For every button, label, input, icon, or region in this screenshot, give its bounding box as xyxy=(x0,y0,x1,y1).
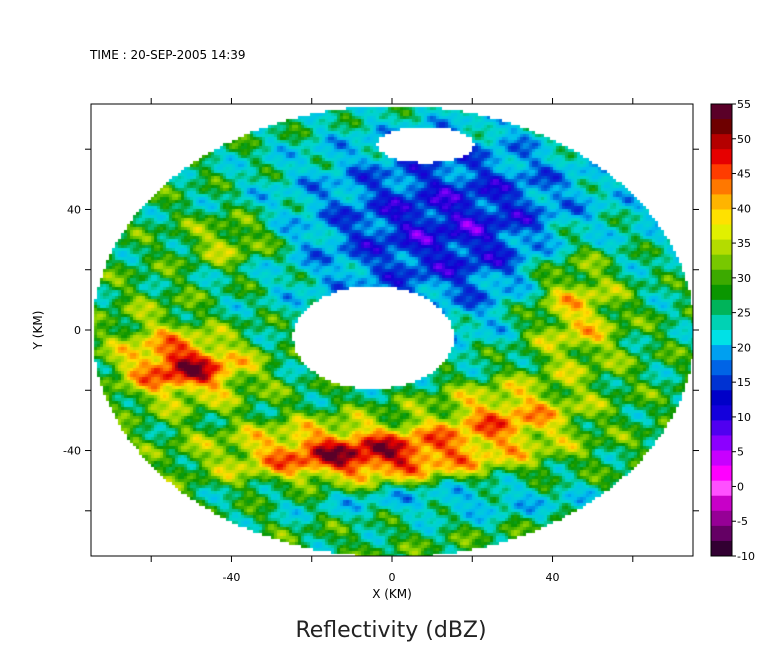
colorbar-segment xyxy=(711,465,732,482)
colorbar-segment xyxy=(711,164,732,180)
colorbar-segment xyxy=(711,480,732,497)
colorbar-frame xyxy=(710,103,733,557)
colorbar-tick-label: 0 xyxy=(737,480,744,493)
colorbar-segment xyxy=(711,104,732,120)
colorbar-segment xyxy=(711,179,732,195)
colorbar-segment xyxy=(711,330,732,346)
y-axis-label: Y (KM) xyxy=(31,311,45,351)
colorbar-segment xyxy=(711,134,732,150)
colorbar-tick-label: 30 xyxy=(737,272,751,285)
colorbar-tick-label: 40 xyxy=(737,202,751,215)
colorbar-segment xyxy=(711,525,732,542)
colorbar-segment xyxy=(711,194,732,210)
colorbar-tick-label: 5 xyxy=(737,446,744,459)
colorbar-segment xyxy=(711,435,732,452)
colorbar xyxy=(710,103,733,557)
colorbar-tick-label: -10 xyxy=(737,550,755,563)
colorbar-segment xyxy=(711,149,732,165)
reflectivity-field xyxy=(91,104,693,556)
colorbar-segment xyxy=(711,284,732,301)
colorbar-tick-label: 35 xyxy=(737,237,751,250)
chart-title: Reflectivity (dBZ) xyxy=(295,618,486,643)
colorbar-segment xyxy=(711,239,732,256)
x-tick-label: 40 xyxy=(546,571,560,584)
colorbar-segment xyxy=(711,375,732,391)
y-tick-label: 40 xyxy=(67,203,81,216)
x-axis-label: X (KM) xyxy=(372,587,412,601)
colorbar-segment xyxy=(711,510,732,527)
colorbar-segment xyxy=(711,269,732,286)
x-tick-label: 0 xyxy=(389,571,396,584)
colorbar-segment xyxy=(711,314,732,331)
colorbar-segment xyxy=(711,209,732,226)
colorbar-tick-label: 25 xyxy=(737,307,751,320)
colorbar-segment xyxy=(711,119,732,135)
colorbar-segment xyxy=(711,254,732,271)
axis-tick-labels: -40 0 40 -40 0 40 xyxy=(63,203,560,584)
colorbar-tick-label: 45 xyxy=(737,168,751,181)
y-tick-label: 0 xyxy=(74,324,81,337)
colorbar-tick-label: 55 xyxy=(737,98,751,111)
colorbar-segment xyxy=(711,360,732,376)
time-label: TIME : 20-SEP-2005 14:39 xyxy=(89,48,246,62)
colorbar-tick-label: -5 xyxy=(737,515,748,528)
colorbar-segment xyxy=(711,405,732,421)
colorbar-segment xyxy=(711,345,732,361)
y-tick-label: -40 xyxy=(63,445,81,458)
colorbar-segment xyxy=(711,420,732,436)
colorbar-tick-label: 15 xyxy=(737,376,751,389)
colorbar-segment xyxy=(711,540,732,557)
colorbar-tick-label: 10 xyxy=(737,411,751,424)
plot-area xyxy=(90,103,694,557)
colorbar-segment xyxy=(711,299,732,316)
colorbar-segment xyxy=(711,450,732,467)
colorbar-tick-label: 20 xyxy=(737,341,751,354)
axis-ticks xyxy=(85,98,699,562)
colorbar-segment xyxy=(711,390,732,406)
colorbar-segment xyxy=(711,495,732,512)
colorbar-tick-label: 50 xyxy=(737,133,751,146)
x-tick-label: -40 xyxy=(222,571,240,584)
colorbar-segment xyxy=(711,224,732,241)
